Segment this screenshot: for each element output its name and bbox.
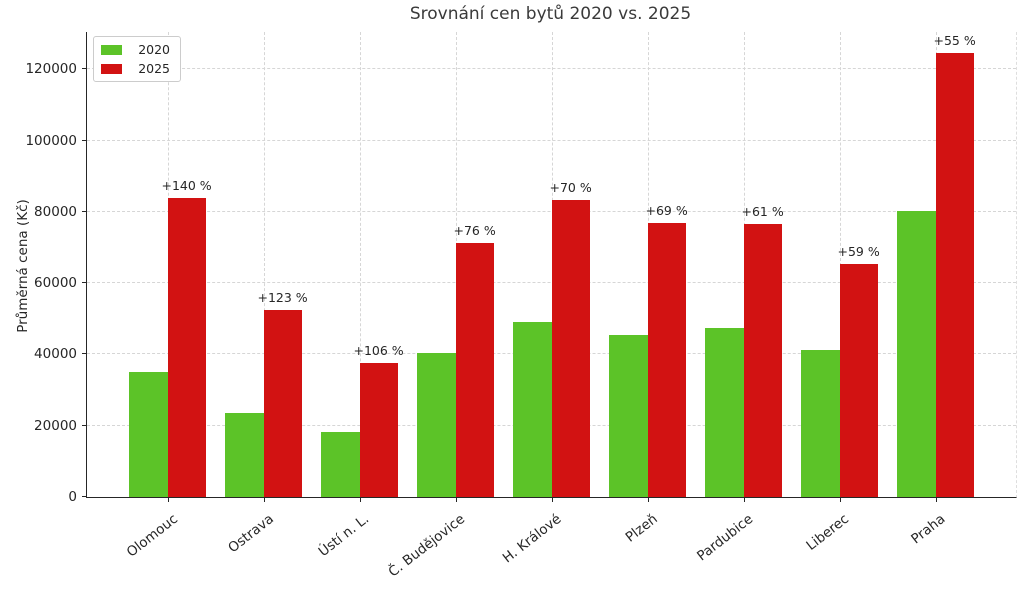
x-tick-mark [743, 497, 745, 502]
bar-2025-Liberec [839, 263, 878, 497]
x-tick-label-Pardubice: Pardubice [694, 511, 757, 565]
x-tick-mark [839, 497, 841, 502]
bar-2025-Ostrava [263, 309, 302, 497]
bar-2020-Liberec [801, 350, 840, 497]
horizontal-gridline [87, 210, 1016, 212]
bar-2025-Praha [935, 53, 974, 497]
y-tick-label: 0 [68, 489, 77, 505]
y-tick-mark [82, 424, 87, 426]
horizontal-gridline [87, 139, 1016, 141]
y-tick-label: 100000 [25, 132, 77, 149]
annotation-Liberec: +59 % [837, 243, 880, 259]
annotation-Olomouc: +140 % [161, 177, 212, 193]
bar-2020-Č. Budějovice [417, 352, 456, 497]
annotation-Ostrava: +123 % [257, 289, 308, 305]
annotation-Ústí n. L.: +106 % [353, 342, 404, 358]
vertical-gridline [359, 32, 361, 497]
legend-swatch-2020 [101, 44, 122, 55]
legend-swatch-2025 [101, 63, 122, 74]
annotation-Pardubice: +61 % [741, 204, 784, 220]
x-tick-mark [359, 497, 361, 502]
annotation-Č. Budějovice: +76 % [453, 222, 496, 238]
y-axis-label: Průměrná cena (Kč) [15, 199, 31, 333]
y-tick-label: 40000 [34, 346, 77, 363]
x-tick-mark [167, 497, 169, 502]
bar-2020-Pardubice [705, 327, 744, 497]
legend-label-2020: 2020 [138, 42, 170, 57]
bar-2020-Ústí n. L. [321, 431, 360, 497]
legend-label-2025: 2025 [138, 61, 170, 76]
bar-2025-Olomouc [167, 197, 206, 497]
annotation-Praha: +55 % [933, 33, 976, 49]
x-axis-labels: Olomouc Ostrava Ústí n. L. Č. Budějovice H. … [86, 499, 1015, 594]
y-tick-mark [82, 353, 87, 355]
horizontal-gridline [87, 68, 1016, 70]
y-tick-label: 20000 [34, 417, 77, 434]
bar-2020-Plzeň [609, 334, 648, 497]
bar-2020-Olomouc [129, 372, 168, 497]
x-tick-mark [455, 497, 457, 502]
bar-2025-H. Králové [551, 200, 590, 497]
chart-title: Srovnání cen bytů 2020 vs. 2025 [409, 4, 692, 24]
y-tick-label: 120000 [25, 61, 77, 78]
bar-2025-Č. Budějovice [455, 242, 494, 497]
vertical-gridline [263, 32, 265, 497]
x-tick-label-Olomouc: Olomouc [123, 511, 181, 561]
y-tick-mark [82, 282, 87, 284]
annotation-Plzeň: +69 % [645, 203, 688, 218]
x-tick-label-Ostrava: Ostrava [224, 511, 277, 557]
bar-2020-H. Králové [513, 322, 552, 497]
bar-2025-Plzeň [647, 223, 686, 497]
bar-2025-Ústí n. L. [359, 362, 398, 497]
x-tick-label-Plzeň: Plzeň [622, 511, 661, 546]
x-tick-label-Praha: Praha [908, 511, 949, 548]
plot-area: 0 20000 40000 60000 80000 100000 120000 +140 % +… [25, 32, 1017, 505]
bar-2020-Ostrava [225, 412, 264, 497]
x-tick-mark [935, 497, 937, 502]
x-tick-label-Liberec: Liberec [803, 511, 853, 554]
legend-row-2025: 2025 [101, 61, 170, 76]
y-tick-label: 80000 [34, 203, 77, 220]
y-tick-mark [82, 68, 87, 70]
annotation-H. Králové: +70 % [549, 180, 592, 196]
bar-2025-Pardubice [743, 224, 782, 497]
x-tick-label-H. Králové: H. Králové [499, 511, 565, 567]
x-tick-mark [263, 497, 265, 502]
x-tick-mark [551, 497, 553, 502]
horizontal-gridline [87, 282, 1016, 284]
y-tick-label: 60000 [34, 275, 77, 292]
y-tick-mark [82, 210, 87, 212]
x-tick-mark [647, 497, 649, 502]
legend: 2020 2025 [93, 36, 181, 82]
y-tick-mark [82, 139, 87, 141]
bar-2020-Praha [897, 210, 936, 497]
legend-row-2020: 2020 [101, 42, 170, 57]
x-tick-label-Č. Budějovice: Č. Budějovice [385, 511, 469, 581]
y-tick-mark [82, 496, 87, 497]
x-tick-label-Ústí n. L.: Ústí n. L. [315, 511, 373, 561]
